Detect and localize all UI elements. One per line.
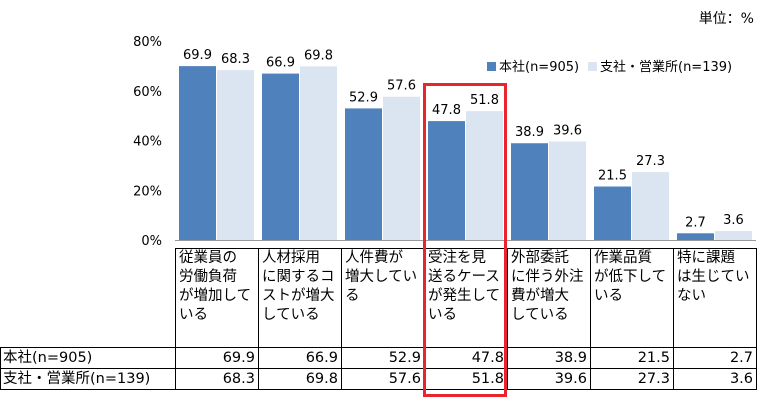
- y-tick-label: 0%: [141, 234, 162, 249]
- table-cell: 52.9: [341, 347, 425, 369]
- data-label: 52.9: [349, 90, 378, 105]
- bar-series-2: [466, 111, 503, 241]
- data-label: 66.9: [266, 56, 295, 71]
- bar-series-2: [549, 141, 586, 240]
- category-label: 人件費が 増大してい る: [341, 248, 425, 348]
- category-label: 従業員の 労働負荷 が増加して いる: [175, 248, 259, 348]
- table-cell: 51.8: [424, 368, 508, 390]
- legend-label: 本社(n=905): [499, 59, 579, 75]
- table-cell: 27.3: [590, 368, 674, 390]
- table-cell: 47.8: [424, 347, 508, 369]
- data-label: 21.5: [598, 169, 627, 184]
- bar-series-1: [262, 73, 299, 241]
- table-row-series-1: 本社(n=905) 69.9 66.9 52.9 47.8 38.9 21.5 2.7: [0, 347, 757, 369]
- data-label: 69.8: [304, 48, 333, 63]
- data-label: 27.3: [636, 154, 665, 169]
- table-cell: 39.6: [507, 368, 591, 390]
- table-cell: 69.9: [175, 347, 259, 369]
- bar-series-1: [511, 143, 548, 240]
- row-label-series-1: 本社(n=905): [0, 347, 176, 369]
- data-label: 51.8: [470, 93, 499, 108]
- category-label: 人材採用 に関するコ ストが増大 している: [258, 248, 342, 348]
- row-label-series-2: 支社・営業所(n=139): [0, 368, 176, 390]
- table-cell: 21.5: [590, 347, 674, 369]
- y-tick-label: 20%: [133, 184, 162, 199]
- legend: 本社(n=905) 支社・営業所(n=139): [487, 59, 732, 75]
- category-label: 受注を見 送るケース が発生して いる: [424, 248, 508, 348]
- data-label: 38.9: [515, 125, 544, 140]
- table-cell: 57.6: [341, 368, 425, 390]
- bars: [179, 66, 752, 241]
- table-cell: 68.3: [175, 368, 259, 390]
- bar-series-1: [428, 121, 465, 240]
- legend-swatch: [487, 62, 496, 71]
- data-labels: 69.9 66.9 52.9 47.8 38.9 21.5 2.7 68.3 69.8 57.6 5…: [183, 48, 744, 230]
- data-label: 3.6: [723, 213, 744, 228]
- bar-series-2: [383, 96, 420, 240]
- data-label: 68.3: [221, 52, 250, 67]
- table-cell: 2.7: [673, 347, 757, 369]
- bar-series-1: [345, 108, 382, 240]
- category-label: 外部委託 に伴う外注 費が増大 している: [507, 248, 591, 348]
- legend-swatch: [588, 62, 597, 71]
- table-cell: 3.6: [673, 368, 757, 390]
- data-label: 39.6: [553, 123, 582, 138]
- category-label: 特に課題 は生じてい ない: [673, 248, 757, 348]
- bar-series-2: [300, 66, 337, 240]
- y-axis: 80% 60% 40% 20% 0%: [133, 35, 756, 249]
- bar-chart: 80% 60% 40% 20% 0% 69.9 66.9 52.9 47.8 38.9 21.5 2…: [133, 35, 756, 249]
- data-label: 69.9: [183, 48, 212, 63]
- bar-series-2: [715, 231, 752, 240]
- data-label: 2.7: [685, 215, 706, 230]
- bar-series-1: [677, 233, 714, 240]
- bar-series-2: [217, 70, 254, 240]
- legend-label: 支社・営業所(n=139): [600, 59, 732, 75]
- table-cell: 69.8: [258, 368, 342, 390]
- y-tick-label: 60%: [133, 85, 162, 100]
- bar-series-2: [632, 172, 669, 240]
- bar-series-1: [179, 66, 216, 240]
- category-label: 作業品質 が低下して いる: [590, 248, 674, 348]
- y-tick-label: 80%: [133, 35, 162, 50]
- data-label: 47.8: [432, 103, 461, 118]
- table-corner: [0, 248, 176, 348]
- data-label: 57.6: [387, 79, 416, 94]
- table-cell: 38.9: [507, 347, 591, 369]
- data-table: 従業員の 労働負荷 が増加して いる 人材採用 に関するコ ストが増大 している人…: [0, 248, 757, 390]
- table-cell: 66.9: [258, 347, 342, 369]
- unit-label: 単位：%: [698, 11, 754, 27]
- category-row: 従業員の 労働負荷 が増加して いる 人材採用 に関するコ ストが増大 している人…: [0, 248, 757, 348]
- bar-series-1: [594, 186, 631, 240]
- table-row-series-2: 支社・営業所(n=139) 68.3 69.8 57.6 51.8 39.6 27.3 3.…: [0, 368, 757, 390]
- y-tick-label: 40%: [133, 135, 162, 150]
